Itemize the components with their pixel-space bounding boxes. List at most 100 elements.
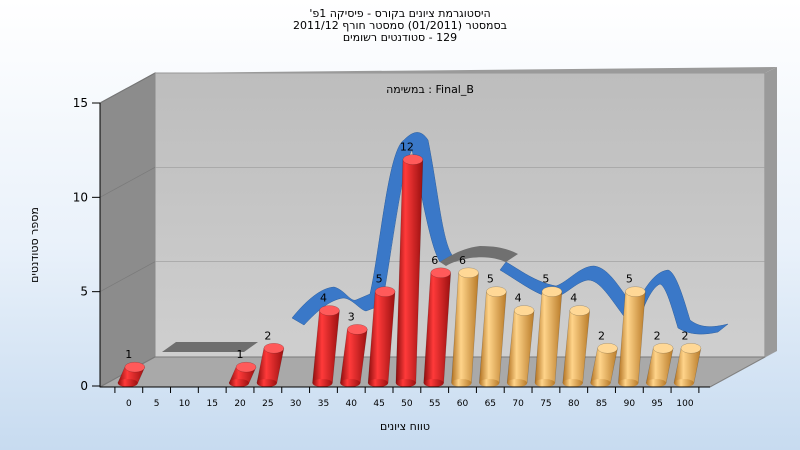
bar-top [263,343,285,354]
bar-base [618,379,639,387]
x-tick-label: 25 [262,399,273,409]
grid-diagonal [99,261,156,292]
bar-base [423,379,444,387]
x-tick-label: 90 [624,399,636,409]
y-axis: 0 5 10 15 [73,96,101,393]
bar-base [117,379,138,387]
x-tick-label: 5 [154,399,160,409]
bar-value-label: 2 [654,329,661,342]
y-tick-label: 5 [80,285,88,299]
top-edge [155,67,777,73]
bar-value-label: 6 [431,254,438,267]
gridlines [99,72,765,292]
bar-top [652,343,674,354]
bar [590,343,618,387]
x-tick-label: 20 [234,399,246,409]
grid-diagonal [99,167,156,198]
bar-top [402,154,424,165]
bar [673,343,702,387]
x-tick-label: 85 [596,399,607,409]
bar-base [562,379,583,387]
bar-value-label: 4 [320,292,327,305]
bar [534,286,563,387]
x-tick-label: 45 [373,399,384,409]
bar-top [486,286,507,297]
x-tick-label: 95 [651,399,662,409]
bar-base [479,379,500,387]
bar [339,324,368,387]
right-edge [765,67,777,357]
ribbon-blue-mid [291,132,453,326]
bar-base [395,379,416,387]
x-tick-label: 10 [179,399,191,409]
ribbon-gray-left [162,342,258,352]
bar [562,305,591,387]
bar [423,267,451,387]
bar-value-label: 5 [487,273,494,286]
bar [479,286,507,387]
y-tick-label: 10 [73,190,88,204]
bar-base [312,379,333,387]
bar [228,361,257,387]
bar-top [124,361,146,373]
bar-value-label: 4 [570,292,577,305]
bar [312,305,340,387]
bar-top [541,286,563,297]
grid-diagonal [99,72,156,104]
bar [506,305,535,387]
bar-base [256,379,277,387]
title-line-1: היסטוגרמת ציונים בקורס - פיסיקה 1פ' [309,7,491,20]
bar-value-label: 1 [125,348,132,361]
ribbon-gray-right [440,246,518,266]
bar-top [680,343,702,354]
bar [256,343,285,387]
bar-value-label: 6 [459,254,466,267]
ribbon-series [162,132,729,352]
y-tick-label: 0 [80,379,88,393]
bar-value-label: 2 [598,329,605,342]
x-tick-label: 15 [207,399,218,409]
bar-top [319,305,340,316]
x-tick-label: 30 [290,399,302,409]
bar-top [235,361,257,373]
x-tick-label: 100 [676,399,693,409]
bar-value-label: 3 [348,310,355,323]
chart-title: היסטוגרמת ציונים בקורס - פיסיקה 1פ' בסמס… [0,8,800,44]
bar-base [229,379,250,387]
floor-front [710,351,777,387]
bar-value-label: 5 [542,273,549,286]
bar-top [513,305,535,316]
bar-base [673,379,694,387]
title-line-2: בסמסטר (01/2011) סמסטר חורף 2011/12 [293,19,507,32]
x-tick-label: 0 [126,399,132,409]
bar-value-label: 1 [237,348,244,361]
bar-base [451,379,472,387]
bar-base [340,379,361,387]
bar-top [597,343,618,354]
bar-top [569,305,590,316]
bar [645,343,674,387]
bar-base [590,379,611,387]
bar-top [430,267,451,279]
bar-base [368,379,389,387]
x-tick-label: 75 [540,399,551,409]
x-axis: 0 5 10 15 20 25 30 35 40 45 50 55 60 65 70 75 80 85 90 95 10… [100,386,710,409]
bar [395,154,424,387]
bar-value-label: 2 [681,329,688,342]
bar-top [625,286,646,297]
x-tick-label: 55 [429,399,440,409]
chart-annotation: במשימה : Final_B [386,83,474,96]
x-tick-label: 40 [346,399,358,409]
bar-top [374,286,396,297]
bar-base [507,379,528,387]
bar-value-label: 5 [376,273,383,286]
bar-value-label: 4 [515,292,522,305]
bar [367,286,396,387]
bar [451,267,479,387]
ribbon-blue-far [625,269,729,335]
bar-base [646,379,667,387]
bar [117,361,146,387]
x-tick-label: 80 [568,399,580,409]
bar-value-label: 12 [400,141,414,154]
